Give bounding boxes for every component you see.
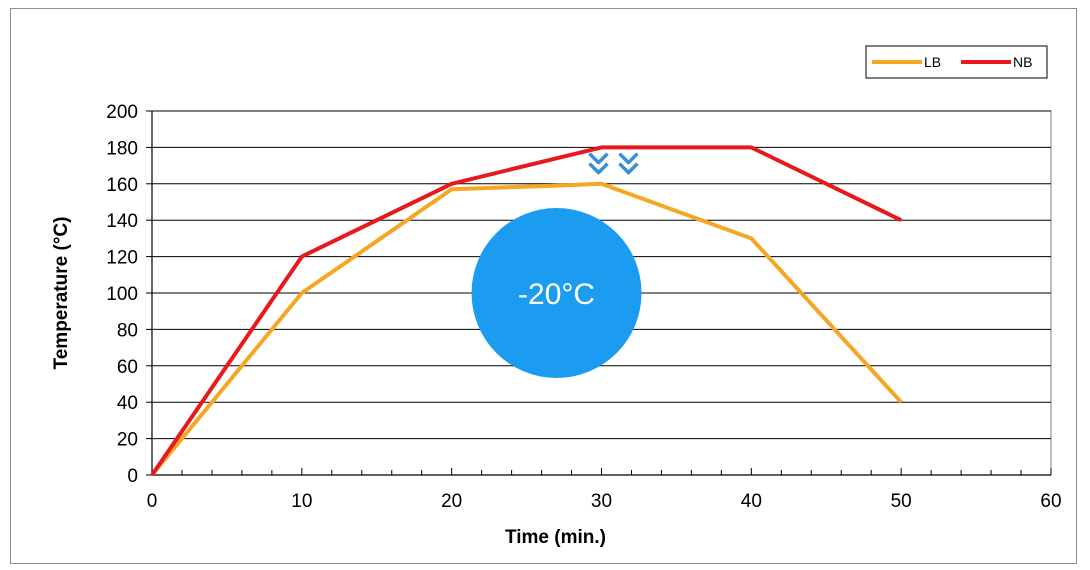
x-tick-label: 10 [291, 491, 312, 512]
x-tick-label: 30 [591, 491, 612, 512]
y-tick-label: 160 [106, 175, 138, 196]
axes [146, 110, 1052, 476]
y-tick-label: 180 [106, 138, 138, 159]
y-tick-label: 140 [106, 211, 138, 232]
series-line-lb [150, 181, 903, 477]
y-tick-label: 80 [117, 320, 138, 341]
x-tick-label: 20 [441, 491, 462, 512]
x-tick-label: 0 [147, 491, 158, 512]
y-tick-label: 120 [106, 248, 138, 269]
y-tick-label: 100 [106, 284, 138, 305]
annotation-layer: -20°C [471, 152, 642, 378]
double-chevron-down-icon [618, 152, 639, 175]
y-tick-label: 40 [117, 393, 138, 414]
chevron-down-icon [588, 152, 609, 165]
temperature-drop-badge [471, 208, 642, 378]
x-tick-label: 50 [891, 491, 912, 512]
double-chevron-down-icon [588, 152, 609, 175]
chevron-down-icon [618, 152, 639, 165]
temperature-drop-label: -20°C [518, 278, 595, 311]
tick-labels: 0 20 40 60 80 100 120 140 160 180 200 0 10 20 30 40 50 60 [106, 102, 1061, 512]
legend-label-nb: NB [1013, 54, 1032, 70]
y-tick-label: 0 [127, 466, 138, 487]
legend-label-lb: LB [924, 54, 941, 70]
y-tick-label: 20 [117, 430, 138, 451]
series-line-nb [150, 145, 903, 477]
x-axis-title: Time (min.) [505, 527, 606, 548]
x-tick-label: 40 [741, 491, 762, 512]
x-tick-label: 60 [1040, 491, 1061, 512]
chevron-down-icon [618, 162, 639, 175]
y-tick-label: 200 [106, 102, 138, 123]
legend: LB NB [865, 45, 1048, 79]
chevron-down-icon [588, 162, 609, 175]
y-tick-label: 60 [117, 357, 138, 378]
y-axis-title: Temperature (°C) [51, 217, 72, 370]
series-layer [150, 145, 903, 477]
